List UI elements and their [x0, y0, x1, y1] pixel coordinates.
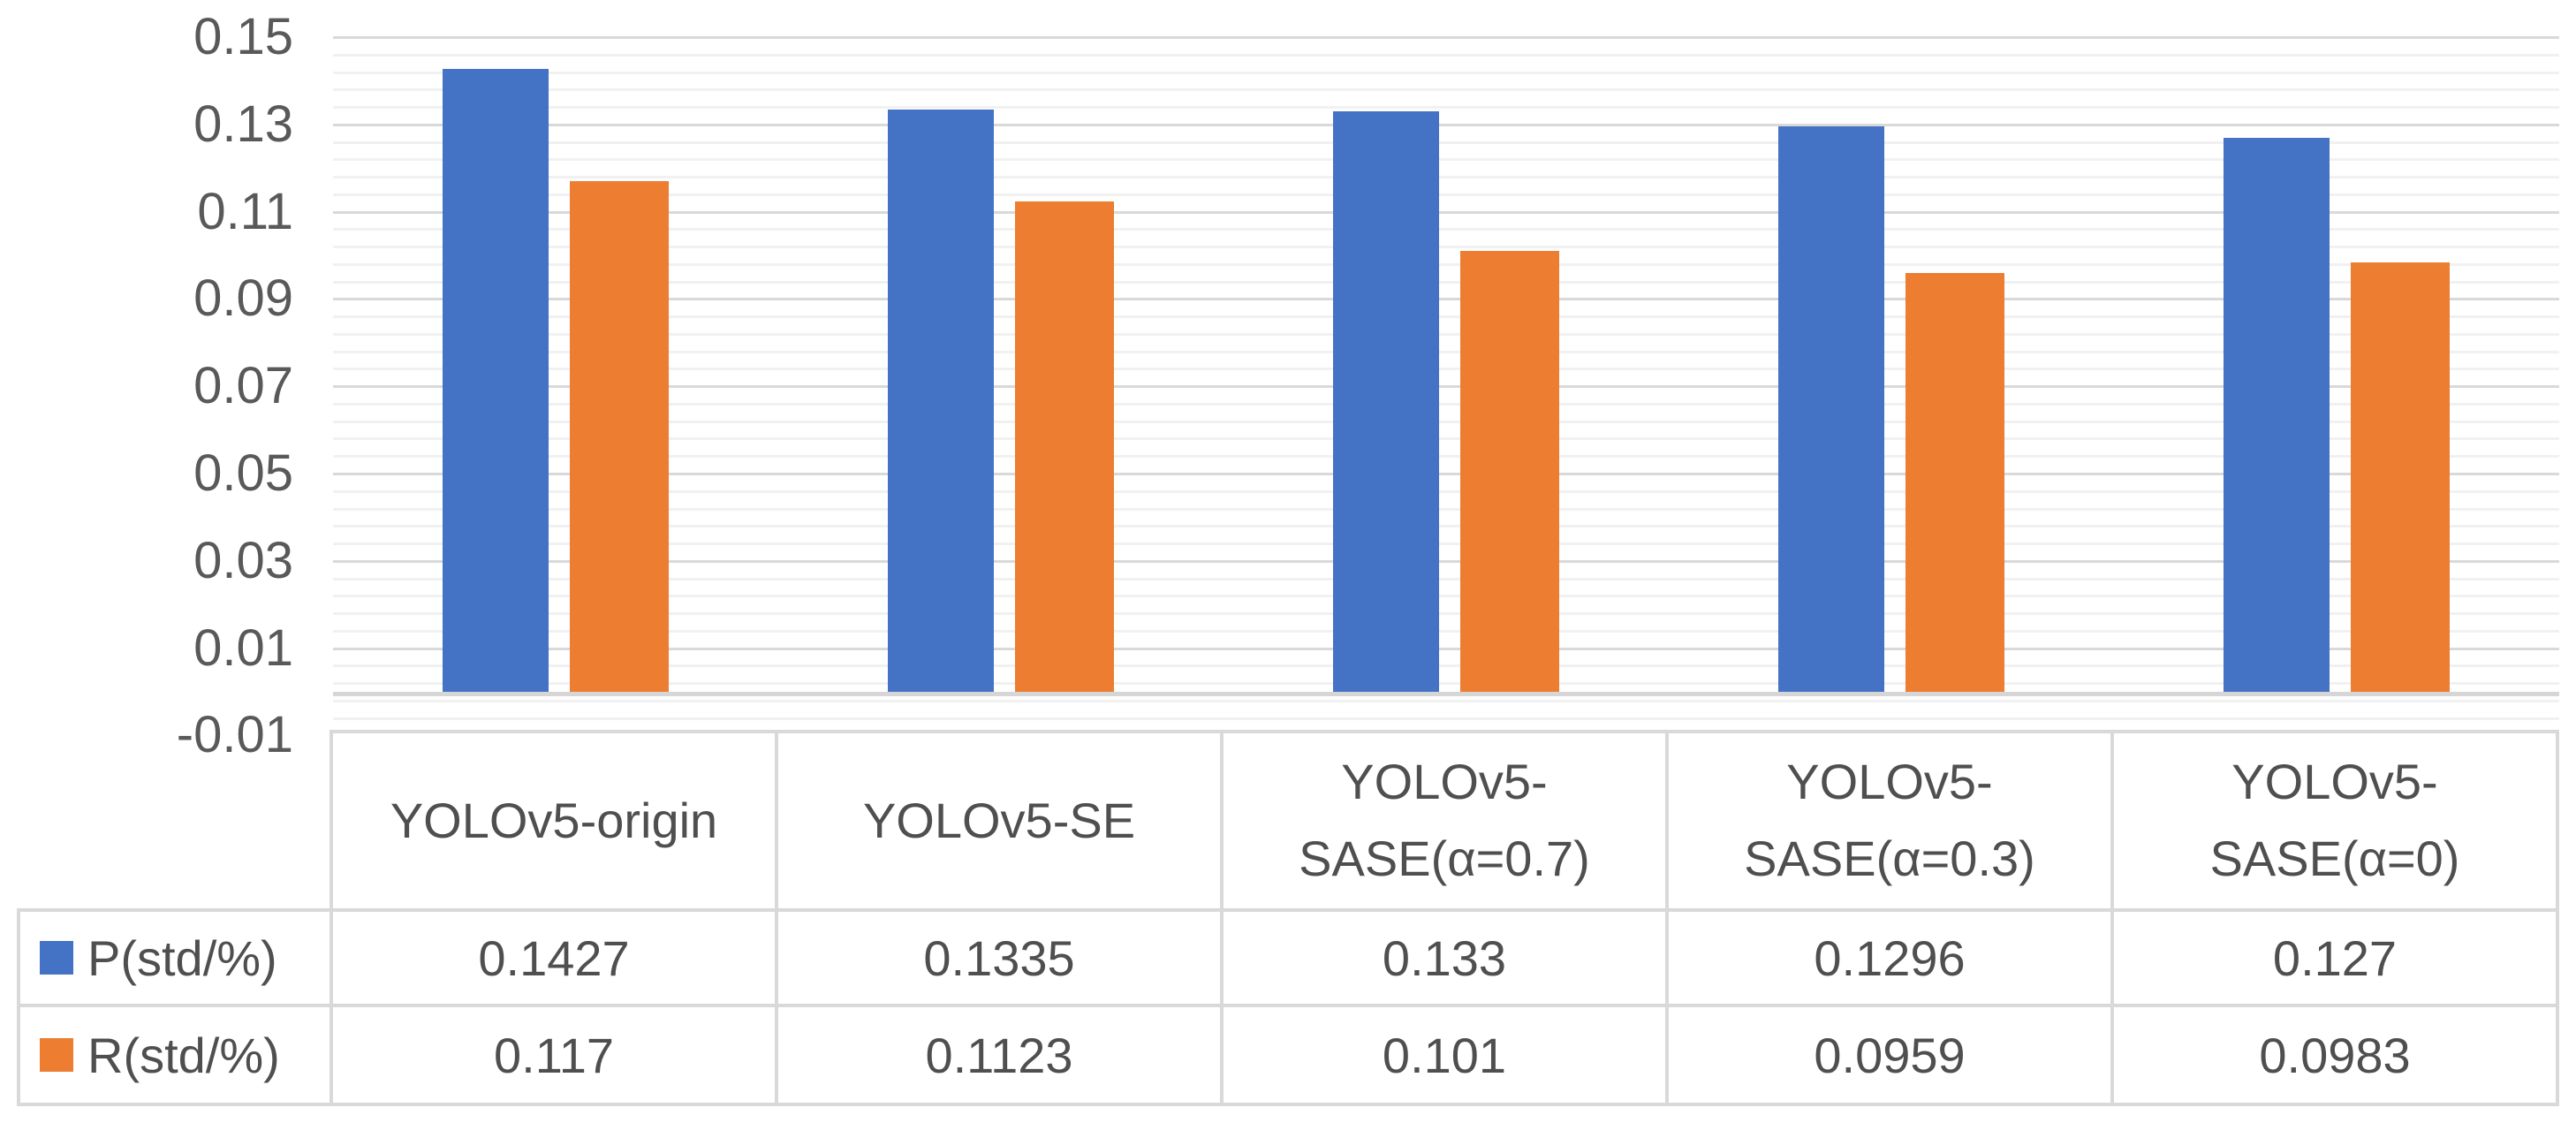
value-cell: 0.117	[333, 1007, 775, 1103]
y-axis-tick-label: 0.07	[193, 357, 293, 415]
minor-gridline	[333, 699, 2559, 702]
category-header-cell: YOLOv5-origin	[333, 733, 775, 908]
minor-gridline	[333, 315, 2559, 319]
minor-gridline	[333, 88, 2559, 92]
bar-P-category-1	[443, 69, 549, 692]
category-header-cell: YOLOv5-SASE(α=0.7)	[1224, 733, 1665, 908]
bar-P-category-3	[1333, 111, 1439, 692]
major-gridline	[333, 559, 2559, 563]
minor-gridline	[333, 542, 2559, 546]
series-row-header: P(std/%)	[20, 912, 330, 1004]
bar-R-category-3	[1460, 251, 1559, 692]
major-gridline	[333, 647, 2559, 650]
y-axis-tick-label: 0.09	[193, 269, 293, 328]
value-cell: 0.1427	[333, 912, 775, 1004]
minor-gridline	[333, 402, 2559, 406]
category-header-cell: YOLOv5-SASE(α=0.3)	[1669, 733, 2110, 908]
bar-P-category-5	[2224, 138, 2330, 692]
minor-gridline	[333, 437, 2559, 441]
value-cell: 0.101	[1224, 1007, 1665, 1103]
y-axis-tick-label: 0.13	[193, 95, 293, 153]
minor-gridline	[333, 71, 2559, 74]
minor-gridline	[333, 246, 2559, 249]
minor-gridline	[333, 595, 2559, 598]
value-cell: 0.127	[2114, 912, 2556, 1004]
minor-gridline	[333, 717, 2559, 720]
series-name-label: P(std/%)	[87, 929, 277, 986]
y-axis-tick-label: 0.15	[193, 8, 293, 65]
y-axis-tick-label: -0.01	[176, 706, 293, 764]
bar-P-category-2	[888, 110, 994, 692]
y-axis-tick-label: 0.05	[193, 444, 293, 502]
minor-gridline	[333, 664, 2559, 668]
legend-key-icon	[40, 941, 73, 975]
bar-R-category-5	[2351, 262, 2450, 692]
y-axis-tick-label: 0.11	[197, 182, 293, 240]
bar-R-category-2	[1015, 201, 1114, 692]
y-axis-tick-label: 0.01	[193, 618, 293, 677]
minor-gridline	[333, 420, 2559, 423]
bar-P-category-4	[1778, 126, 1884, 692]
value-cell: 0.0983	[2114, 1007, 2556, 1103]
value-cell: 0.133	[1224, 912, 1665, 1004]
minor-gridline	[333, 682, 2559, 686]
major-gridline	[333, 298, 2559, 301]
series-name-label: R(std/%)	[87, 1027, 280, 1083]
data-table-value-rows: P(std/%) 0.1427 0.1335 0.133 0.1296 0.127 R(st…	[17, 908, 2559, 1106]
minor-gridline	[333, 489, 2559, 493]
bar-R-category-1	[570, 181, 669, 692]
minor-gridline	[333, 53, 2559, 57]
value-cell: 0.1335	[778, 912, 1220, 1004]
minor-gridline	[333, 577, 2559, 580]
major-gridline	[333, 385, 2559, 389]
series-row-header: R(std/%)	[20, 1007, 330, 1103]
major-gridline	[333, 123, 2559, 126]
value-cell: 0.1123	[778, 1007, 1220, 1103]
minor-gridline	[333, 525, 2559, 528]
data-table-category-header-row: YOLOv5-origin YOLOv5-SE YOLOv5-SASE(α=0.7)…	[330, 730, 2559, 912]
major-gridline	[333, 210, 2559, 214]
bar-R-category-4	[1905, 273, 2004, 692]
minor-gridline	[333, 455, 2559, 459]
minor-gridline	[333, 140, 2559, 144]
x-axis-line	[333, 692, 2559, 696]
value-cell: 0.0959	[1669, 1007, 2110, 1103]
value-cell: 0.1296	[1669, 912, 2110, 1004]
minor-gridline	[333, 507, 2559, 511]
minor-gridline	[333, 629, 2559, 633]
minor-gridline	[333, 350, 2559, 353]
y-axis-tick-label: 0.03	[193, 531, 293, 589]
minor-gridline	[333, 332, 2559, 336]
major-gridline	[333, 473, 2559, 475]
minor-gridline	[333, 176, 2559, 179]
minor-gridline	[333, 262, 2559, 266]
minor-gridline	[333, 158, 2559, 162]
legend-key-icon	[40, 1038, 73, 1072]
minor-gridline	[333, 106, 2559, 110]
minor-gridline	[333, 368, 2559, 371]
minor-gridline	[333, 228, 2559, 231]
category-header-cell: YOLOv5-SE	[778, 733, 1220, 908]
minor-gridline	[333, 193, 2559, 196]
minor-gridline	[333, 612, 2559, 616]
category-header-cell: YOLOv5-SASE(α=0)	[2114, 733, 2556, 908]
major-gridline	[333, 36, 2559, 39]
minor-gridline	[333, 280, 2559, 284]
